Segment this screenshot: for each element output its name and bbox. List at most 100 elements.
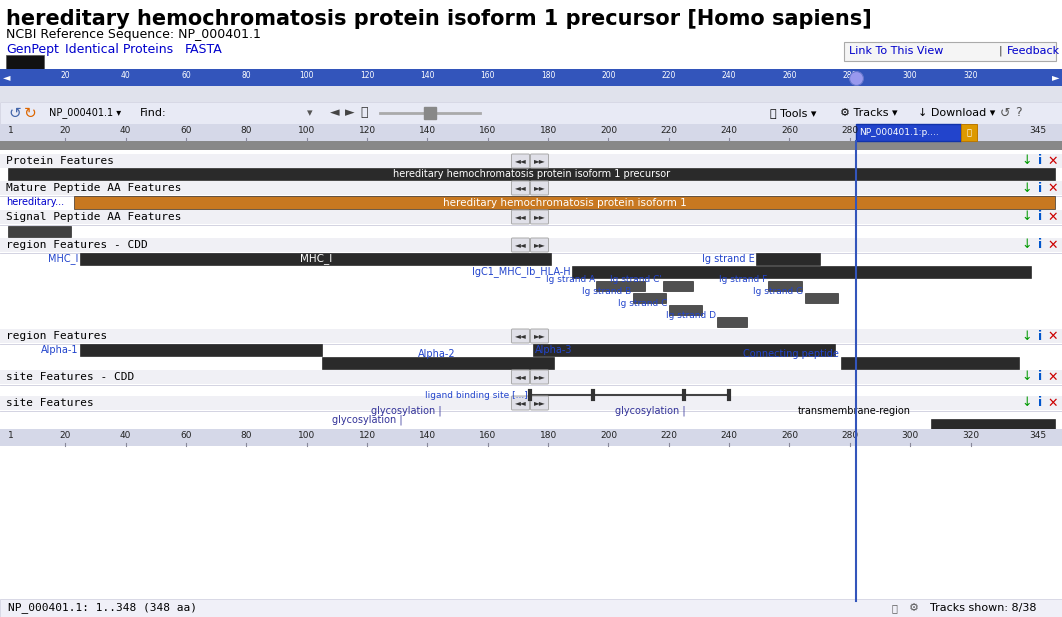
Text: Mature Peptide AA Features: Mature Peptide AA Features: [6, 183, 182, 193]
Text: site Features - CDD: site Features - CDD: [6, 372, 134, 382]
Bar: [805, 293, 838, 303]
Text: ✕: ✕: [1048, 329, 1058, 342]
Bar: [841, 357, 1018, 369]
FancyBboxPatch shape: [531, 181, 548, 195]
Bar: [0, 396, 1062, 410]
Text: Ig strand E: Ig strand E: [702, 254, 754, 264]
Text: ✕: ✕: [1048, 181, 1058, 194]
Text: ►►: ►►: [533, 331, 546, 341]
Text: ◄◄: ◄◄: [515, 331, 527, 341]
Text: ↓: ↓: [1022, 397, 1032, 410]
Text: ↻: ↻: [24, 106, 37, 120]
Bar: [0, 124, 1062, 141]
Text: Signal Peptide AA Features: Signal Peptide AA Features: [6, 212, 182, 222]
Text: NP_000401.1 ▾: NP_000401.1 ▾: [49, 107, 121, 118]
Text: hereditary...: hereditary...: [6, 197, 64, 207]
Text: Ig strand B: Ig strand B: [582, 288, 632, 297]
Bar: [961, 124, 977, 141]
Bar: [6, 55, 44, 69]
Text: ◄◄: ◄◄: [515, 399, 527, 407]
FancyBboxPatch shape: [41, 104, 133, 122]
Bar: [663, 281, 692, 291]
Text: GenPept: GenPept: [6, 43, 58, 56]
Text: Protein Features: Protein Features: [6, 156, 114, 166]
Text: 80: 80: [241, 126, 252, 135]
Bar: [0, 370, 1062, 384]
Text: 160: 160: [479, 431, 496, 440]
Text: ↓: ↓: [1022, 239, 1032, 252]
Bar: [8, 168, 1055, 180]
Bar: [533, 344, 835, 356]
Text: 200: 200: [601, 71, 616, 80]
Text: 80: 80: [241, 431, 252, 440]
Text: 🔧 Tools ▾: 🔧 Tools ▾: [770, 108, 817, 118]
Text: 280: 280: [841, 126, 858, 135]
Text: ►►: ►►: [533, 183, 546, 193]
Text: 280: 280: [841, 431, 858, 440]
FancyBboxPatch shape: [512, 210, 530, 224]
Text: NCBI Reference Sequence: NP_000401.1: NCBI Reference Sequence: NP_000401.1: [6, 28, 261, 41]
Text: 20: 20: [61, 71, 70, 80]
FancyBboxPatch shape: [512, 329, 530, 343]
Text: 🔒: 🔒: [966, 128, 972, 137]
FancyBboxPatch shape: [885, 601, 903, 615]
Text: 40: 40: [120, 431, 132, 440]
Text: i: i: [1038, 210, 1042, 223]
Text: i: i: [1038, 329, 1042, 342]
Text: Ig strand G: Ig strand G: [753, 288, 804, 297]
Text: site Features: site Features: [6, 398, 93, 408]
Bar: [74, 196, 1055, 209]
Text: glycosylation |: glycosylation |: [371, 405, 442, 416]
Text: 100: 100: [298, 126, 315, 135]
Text: Tracks shown: 8/38: Tracks shown: 8/38: [930, 603, 1037, 613]
Text: MHC_I: MHC_I: [48, 254, 79, 265]
Text: i: i: [1038, 239, 1042, 252]
Text: ►►: ►►: [533, 157, 546, 165]
Text: MHC_I: MHC_I: [299, 254, 332, 265]
Bar: [0, 181, 1062, 195]
Bar: [0, 86, 1062, 102]
Text: ►►: ►►: [533, 399, 546, 407]
Text: 280: 280: [842, 71, 857, 80]
Text: Ig strand F: Ig strand F: [719, 276, 768, 284]
Text: ►: ►: [1051, 73, 1059, 83]
Text: 320: 320: [962, 431, 979, 440]
FancyBboxPatch shape: [512, 370, 530, 384]
Text: Find:: Find:: [140, 108, 167, 118]
Text: 220: 220: [662, 71, 676, 80]
Text: Ig strand A: Ig strand A: [546, 276, 596, 284]
Text: |: |: [998, 46, 1001, 56]
Text: 300: 300: [903, 71, 918, 80]
Bar: [0, 238, 1062, 252]
Text: i: i: [1038, 181, 1042, 194]
FancyBboxPatch shape: [531, 210, 548, 224]
FancyBboxPatch shape: [512, 238, 530, 252]
Text: Alpha-2: Alpha-2: [417, 349, 456, 359]
Text: FASTA: FASTA: [185, 43, 223, 56]
Text: ↓ Download ▾: ↓ Download ▾: [918, 108, 995, 118]
Bar: [633, 293, 666, 303]
Text: Alpha-1: Alpha-1: [41, 345, 79, 355]
Text: ↓: ↓: [1022, 329, 1032, 342]
Text: glycosylation |: glycosylation |: [615, 405, 686, 416]
Text: ►►: ►►: [533, 241, 546, 249]
Text: 120: 120: [359, 126, 376, 135]
FancyBboxPatch shape: [531, 329, 548, 343]
Bar: [931, 419, 1055, 431]
Text: 1: 1: [8, 431, 14, 440]
Text: 40: 40: [121, 71, 131, 80]
Text: ◄: ◄: [3, 73, 11, 83]
Text: 20: 20: [59, 431, 71, 440]
Text: NP_000401.1: 1..348 (348 aa): NP_000401.1: 1..348 (348 aa): [8, 603, 196, 613]
FancyBboxPatch shape: [531, 154, 548, 168]
Text: ►►: ►►: [533, 212, 546, 222]
Text: i: i: [1038, 397, 1042, 410]
FancyBboxPatch shape: [512, 154, 530, 168]
Text: ↓: ↓: [1022, 370, 1032, 384]
FancyBboxPatch shape: [531, 370, 548, 384]
Bar: [0, 69, 1062, 86]
Bar: [0, 141, 1062, 150]
Text: Alpha-3: Alpha-3: [535, 345, 572, 355]
Bar: [0, 329, 1062, 343]
Bar: [717, 317, 748, 327]
